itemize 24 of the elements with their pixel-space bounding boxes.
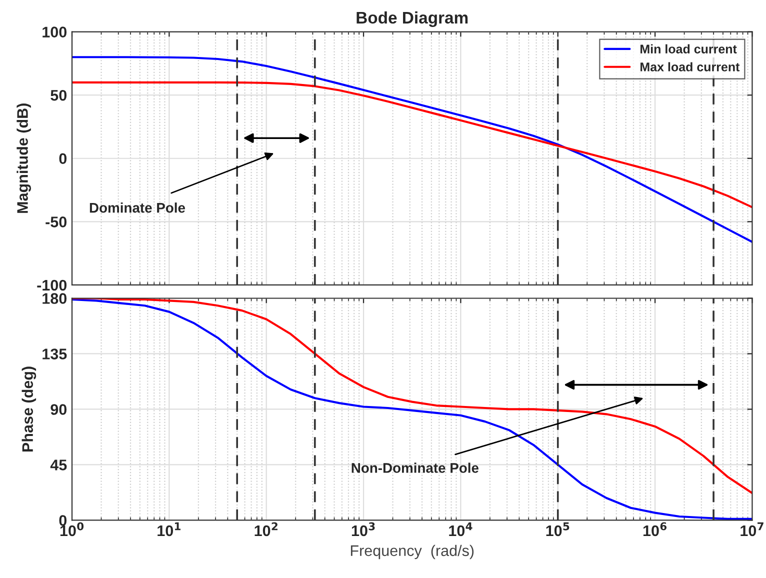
x-tick-label: 10$^{3}$ (352, 522, 375, 536)
x-tick-label: 10$^{2}$ (254, 522, 278, 536)
legend-label: Min load current (640, 44, 737, 54)
x-tick-label: 10$^{7}$ (740, 522, 764, 536)
legend-label: Max load current (640, 62, 740, 72)
y-tick-label: 90 (50, 404, 67, 415)
x-tick-label: 10$^{1}$ (158, 522, 180, 536)
x-tick-label: 10$^{4}$ (449, 522, 472, 536)
annotation: Non-Dominate Pole (352, 462, 479, 473)
x-axis-title: Frequency (rad/s) (350, 544, 474, 560)
y-tick-label: -50 (46, 216, 67, 228)
y-tick-label: 135 (42, 348, 67, 360)
y-tick-label: 50 (50, 90, 67, 101)
y-tick-label: 180 (42, 293, 67, 304)
y-tick-label: 45 (50, 460, 67, 470)
chart-title: Bode Diagram (356, 11, 468, 27)
y-tick-label: 100 (42, 26, 67, 38)
y-tick-label: 0 (59, 153, 67, 164)
y-tick-label: -100 (37, 280, 67, 291)
x-tick-label: 10$^{6}$ (643, 522, 667, 536)
y-axis-title: Phase (deg) (22, 366, 36, 452)
y-axis-title: Magnitude (dB) (16, 104, 32, 213)
x-tick-label: 10$^{5}$ (546, 522, 570, 536)
annotation: Dominate Pole (90, 202, 186, 213)
